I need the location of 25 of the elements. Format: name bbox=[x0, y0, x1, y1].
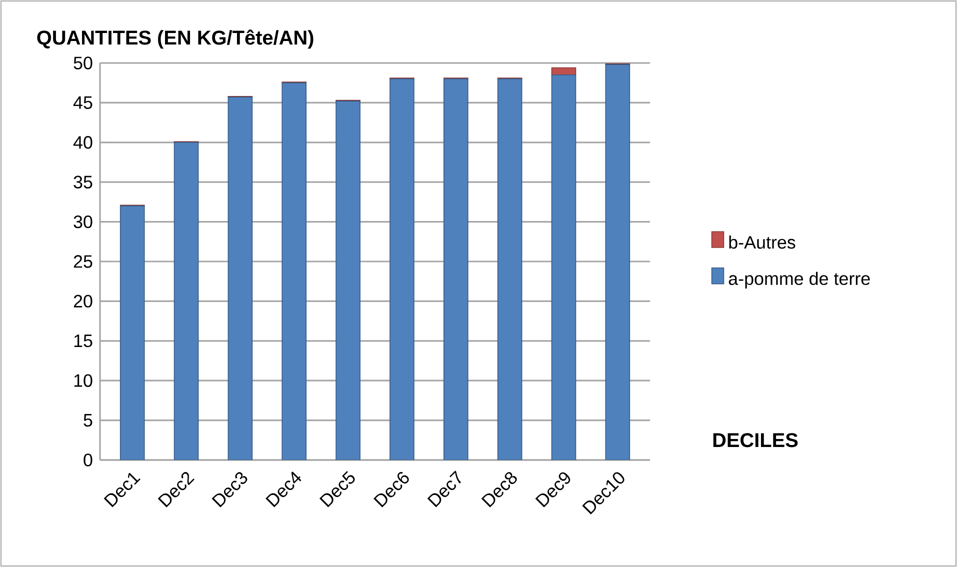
y-tick-label: 15 bbox=[74, 334, 92, 348]
y-tick-label: 45 bbox=[73, 96, 92, 109]
bar bbox=[120, 206, 145, 460]
bar bbox=[336, 100, 360, 460]
y-tick-label: 40 bbox=[73, 136, 92, 149]
y-tick-label: 25 bbox=[74, 255, 92, 268]
y-tick-label: 30 bbox=[74, 215, 92, 228]
legend-label: b-Autres bbox=[729, 236, 796, 249]
bar bbox=[551, 74, 576, 460]
bar bbox=[390, 78, 414, 460]
bar bbox=[282, 82, 307, 460]
y-tick-label: 20 bbox=[74, 294, 92, 308]
bar bbox=[497, 78, 522, 460]
y-tick-label: 5 bbox=[84, 414, 92, 427]
x-axis-title: DECILES bbox=[713, 433, 798, 448]
bar bbox=[443, 78, 468, 460]
bar bbox=[228, 96, 253, 460]
y-tick-label: 0 bbox=[84, 454, 92, 466]
legend-label: a-pomme de terre bbox=[728, 272, 870, 289]
y-tick-label: 50 bbox=[74, 56, 92, 70]
chart-title: QUANTITES (EN KG/Tête/AN) bbox=[37, 30, 314, 49]
bar bbox=[174, 142, 199, 460]
y-tick-label: 35 bbox=[74, 176, 92, 188]
y-tick-label: 10 bbox=[74, 374, 92, 387]
bar bbox=[605, 64, 630, 460]
